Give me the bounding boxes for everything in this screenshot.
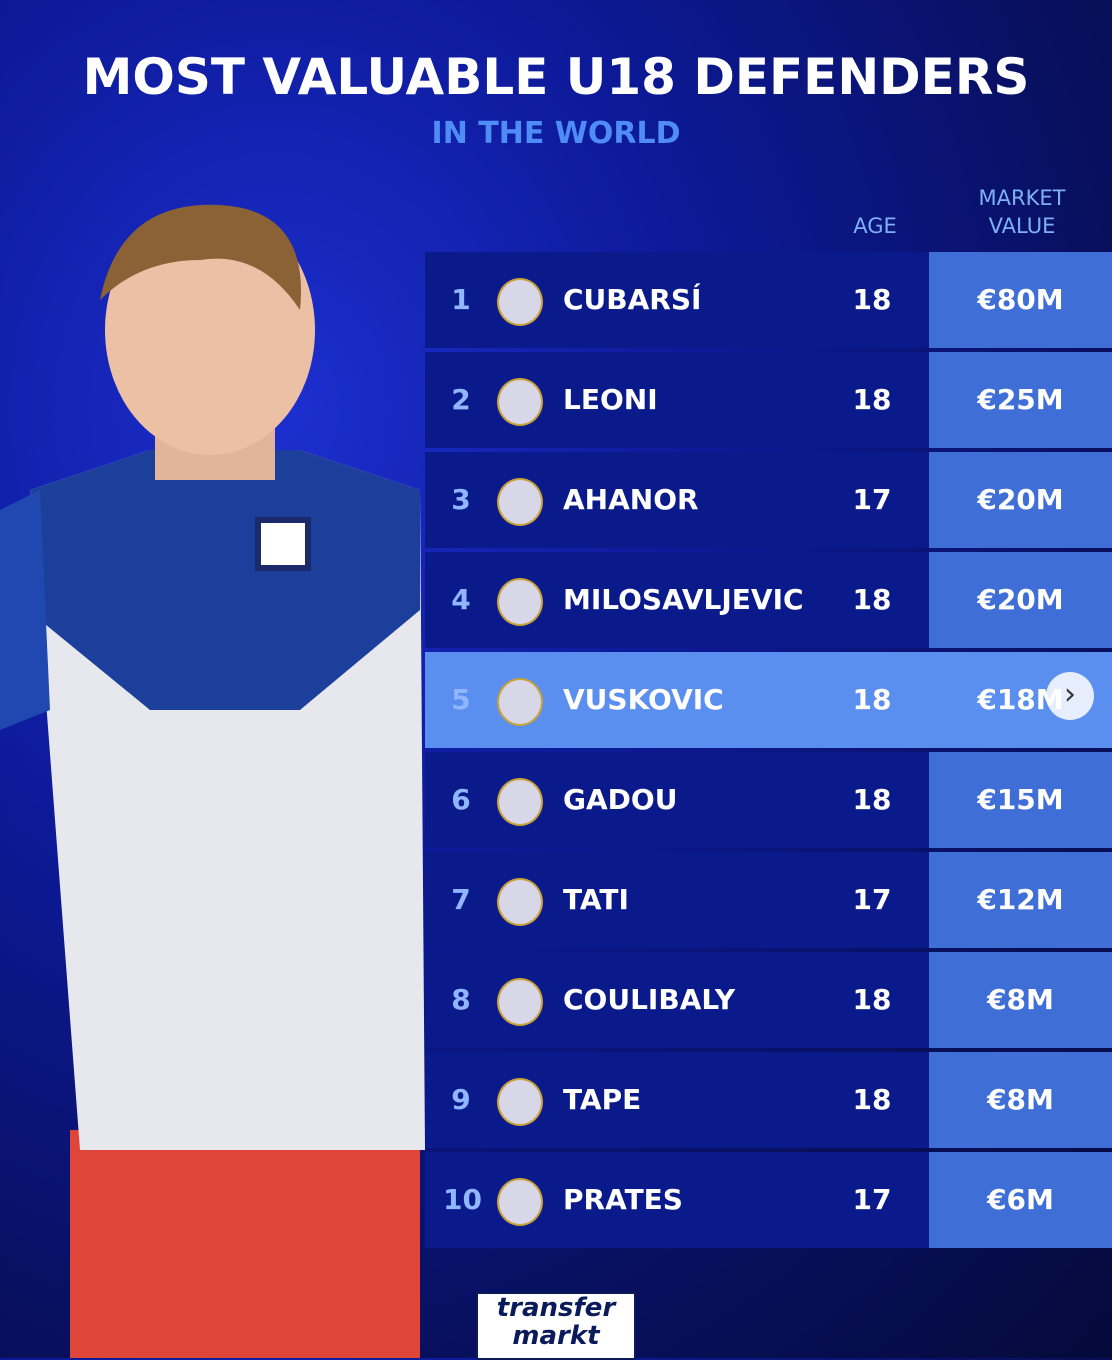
rank: 1 [451,283,471,316]
player-name: VUSKOVIC [563,683,724,716]
rank: 2 [451,383,471,416]
player-photo [0,204,425,1358]
value-cell [929,552,1112,648]
value-cell [929,352,1112,448]
market-value: €20M [977,483,1064,516]
rank: 9 [451,1083,471,1116]
club-badge [497,1078,543,1126]
club-badge [497,878,543,926]
player-name: TATI [563,883,629,916]
age: 18 [852,683,892,716]
column-header: MARKET VALUE [978,186,1066,238]
age: 18 [852,383,892,416]
player-name: AHANOR [563,483,699,516]
player-name: COULIBALY [563,983,736,1016]
logo-text: transfer [496,1293,616,1323]
market-value: €25M [977,383,1064,416]
value-cell [929,1152,1112,1248]
value-cell [929,1052,1112,1148]
value-cell [929,452,1112,548]
market-value: €6M [987,1183,1054,1216]
title: MOST VALUABLE U18 DEFENDERS [82,48,1030,106]
value-cell [929,252,1112,348]
rank: 4 [451,583,471,616]
table-row: 4 MILOSAVLJEVIC 18 €20M [425,552,1112,648]
logo-text: markt [512,1321,600,1351]
rank: 10 [443,1183,482,1216]
table-row: 10 PRATES 17 €6M [425,1152,1112,1248]
table-row: 6 GADOU 18 €15M [425,752,1112,848]
rank: 6 [451,783,471,816]
age: 17 [852,483,892,516]
value-cell [929,752,1112,848]
table-row: 5 VUSKOVIC 18 €18M [425,652,1112,748]
club-badge [497,1178,543,1226]
market-value: €15M [977,783,1064,816]
rank: 3 [451,483,471,516]
age: 18 [852,283,892,316]
player-name: CUBARSÍ [563,283,702,316]
rank: 7 [451,883,471,916]
market-value: €8M [987,1083,1054,1116]
table-row: 3 AHANOR 17 €20M [425,452,1112,548]
player-name: TAPE [563,1083,642,1116]
club-badge [497,478,543,526]
market-value: €80M [977,283,1064,316]
column-header: AGE [853,214,897,238]
club-badge [497,578,543,626]
market-value: €20M [977,583,1064,616]
age: 18 [852,983,892,1016]
rank: 5 [451,683,471,716]
player-name: PRATES [563,1183,683,1216]
table-row: 2 LEONI 18 €25M [425,352,1112,448]
age: 17 [852,883,892,916]
age: 18 [852,1083,892,1116]
market-value: €8M [987,983,1054,1016]
table-row: 9 TAPE 18 €8M [425,1052,1112,1148]
value-cell [929,952,1112,1048]
player-name: MILOSAVLJEVIC [563,583,804,616]
age: 18 [852,783,892,816]
player-name: GADOU [563,783,678,816]
subtitle: IN THE WORLD [431,116,681,151]
age: 18 [852,583,892,616]
next-button[interactable]: › [1046,672,1094,720]
table-row: 8 COULIBALY 18 €8M [425,952,1112,1048]
market-value: €12M [977,883,1064,916]
age: 17 [852,1183,892,1216]
table-row: 1 CUBARSÍ 18 €80M [425,252,1112,348]
club-badge [497,278,543,326]
club-badge [497,778,543,826]
club-badge [497,378,543,426]
value-cell [929,852,1112,948]
table-row: 7 TATI 17 €12M [425,852,1112,948]
rank: 8 [451,983,471,1016]
club-badge [497,978,543,1026]
logo: transfer markt [476,1292,636,1360]
club-badge [497,678,543,726]
player-name: LEONI [563,383,658,416]
